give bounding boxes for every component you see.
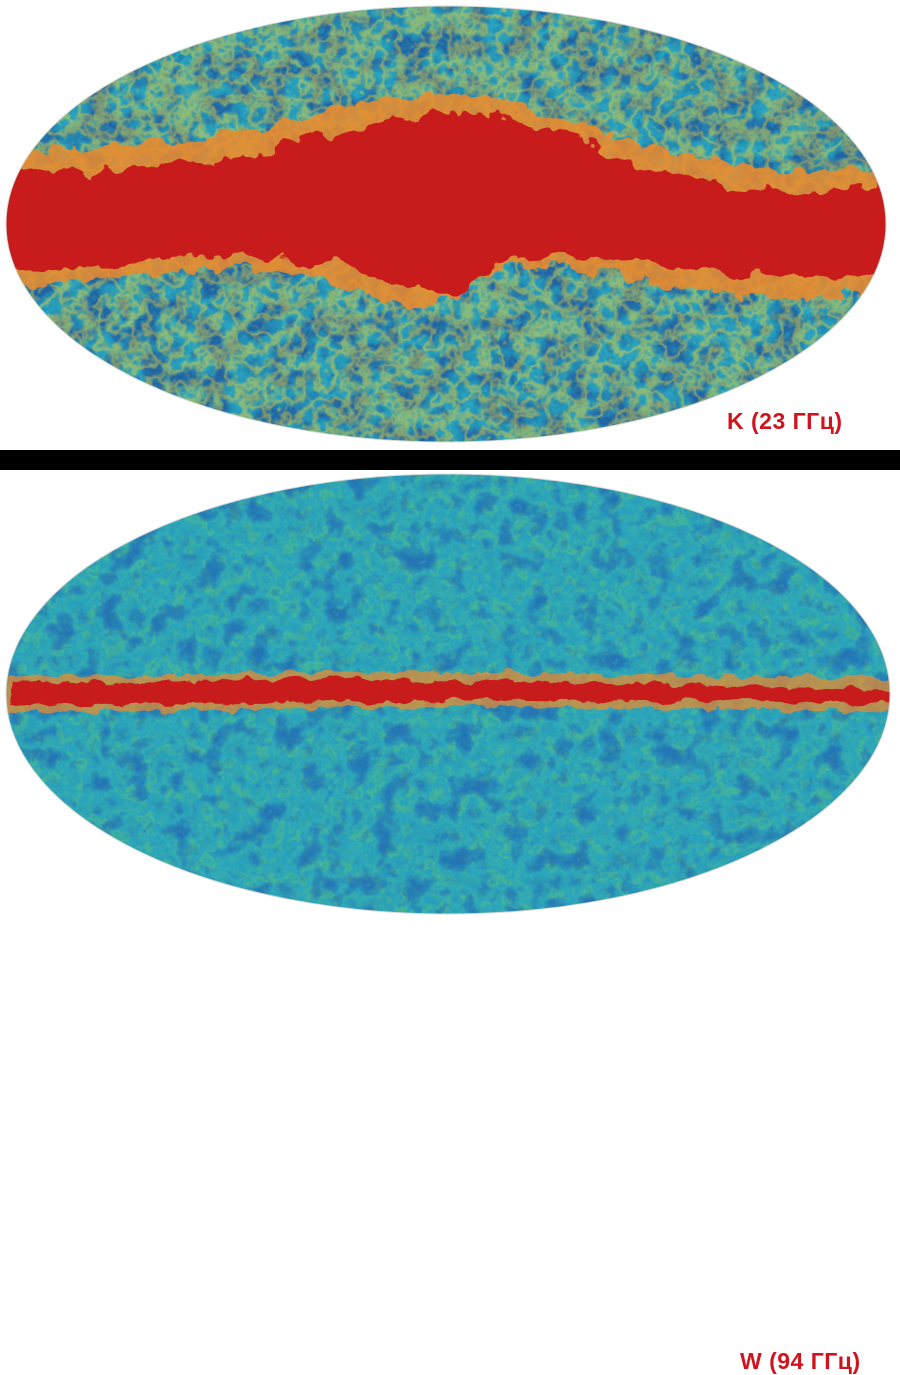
k-band-label: K (23 ГГц)	[727, 408, 843, 434]
w-band-mollweide-map	[5, 473, 891, 915]
w-band-sky-map: W (94 ГГц)	[0, 472, 900, 1374]
k-galactic-plane	[6, 93, 886, 306]
w-band-label: W (94 ГГц)	[740, 1348, 861, 1374]
w-plane-core	[10, 679, 890, 704]
k-band-sky-map: K (23 ГГц)	[0, 0, 900, 448]
k-plane-core	[6, 113, 886, 293]
separator-bar	[0, 450, 900, 470]
k-band-mollweide-map	[5, 5, 887, 443]
w-galactic-plane	[6, 671, 890, 712]
